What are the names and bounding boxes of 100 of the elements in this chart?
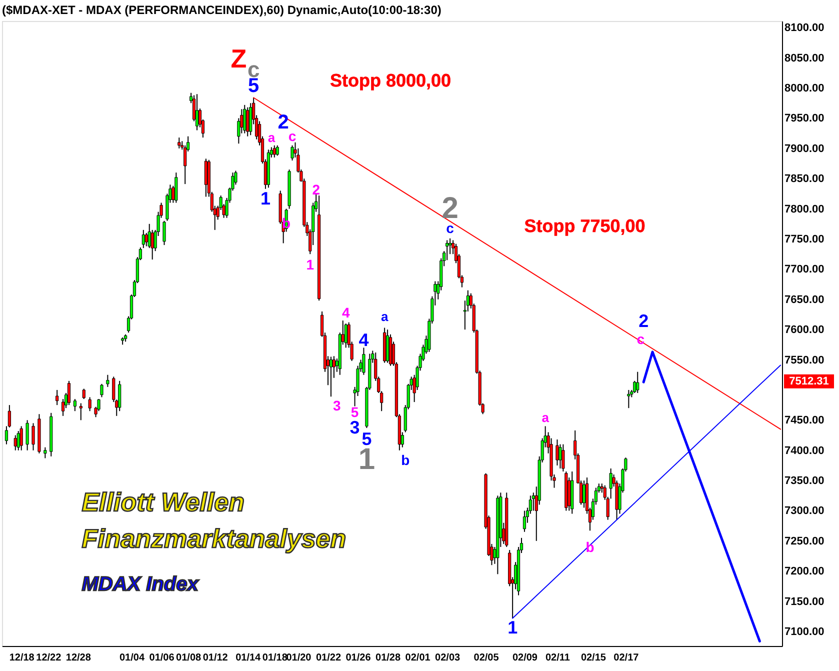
y-tick-label: 7650.00 — [784, 294, 824, 306]
annotation: Z — [230, 43, 247, 74]
candlestick — [82, 388, 86, 400]
x-tick-label: 12/18 — [9, 652, 35, 664]
y-tick-label: 7550.00 — [784, 354, 824, 366]
candlestick — [243, 104, 246, 134]
y-tick-label: 8050.00 — [784, 52, 824, 64]
x-tick-label: 01/20 — [286, 652, 312, 664]
candlestick — [558, 444, 562, 469]
annotation: 3 — [333, 397, 342, 414]
annotation: 2 — [278, 112, 289, 134]
candlestick — [609, 468, 612, 500]
candlestick — [290, 144, 294, 161]
y-tick-label: 7750.00 — [784, 233, 824, 246]
candlestick — [532, 492, 535, 512]
annotation: Stopp 8000,00 — [330, 70, 452, 90]
candlestick — [73, 398, 76, 412]
y-tick-label: 7900.00 — [784, 142, 824, 155]
y-tick-label: 7600.00 — [784, 324, 824, 336]
y-tick-label: 8000.00 — [784, 82, 824, 95]
candlestick — [556, 438, 559, 466]
annotation: b — [401, 452, 410, 468]
x-tick-label: 01/08 — [176, 652, 202, 664]
candlestick — [332, 356, 336, 378]
y-tick-label: 7950.00 — [784, 112, 824, 125]
annotation: c — [288, 128, 296, 144]
y-tick-label: 7450.00 — [784, 414, 824, 427]
text: 7512.31 — [789, 375, 829, 388]
y-tick-label: 7700.00 — [784, 264, 824, 276]
y-tick-label: 7350.00 — [784, 475, 824, 488]
annotation: Elliott Wellen — [82, 487, 244, 518]
candlestick — [32, 422, 35, 451]
x-tick-label: 01/28 — [376, 652, 401, 664]
candlestick — [362, 347, 366, 376]
annotation: Stopp 7750,00 — [524, 216, 646, 236]
candlestick — [276, 144, 279, 156]
x-tick-label: 02/17 — [614, 652, 640, 664]
candlestick — [26, 420, 29, 451]
x-tick-label: 01/18 — [262, 652, 288, 664]
x-tick-label: 02/05 — [474, 652, 500, 664]
y-tick-label: 7250.00 — [784, 535, 824, 548]
candlestick — [79, 402, 82, 421]
annotation: 4 — [342, 304, 350, 320]
candlestick — [56, 389, 59, 406]
annotation: Finanzmarktanalysen — [82, 524, 346, 554]
candlestick — [162, 220, 166, 246]
candlestick — [446, 240, 449, 261]
annotation: 1 — [306, 256, 314, 272]
x-tick-label: 02/09 — [512, 652, 538, 664]
x-tick-label: 12/28 — [66, 652, 92, 664]
y-tick-label: 8100.00 — [784, 22, 824, 34]
x-tick-label: 01/12 — [202, 652, 228, 664]
candlestick — [246, 106, 250, 137]
x-tick-label: 01/14 — [236, 652, 262, 664]
candlestick — [88, 396, 92, 412]
candlestick — [142, 229, 145, 249]
candlestick — [562, 444, 565, 472]
annotation: 2 — [638, 310, 649, 331]
y-tick-label: 7300.00 — [784, 505, 824, 518]
annotation: 5 — [362, 428, 372, 449]
annotation: a — [542, 410, 550, 425]
annotation: 4 — [358, 330, 369, 350]
candlestick — [44, 446, 47, 459]
candlestick — [100, 383, 104, 398]
candlestick — [272, 144, 276, 158]
x-tick-label: 01/04 — [119, 652, 145, 664]
candlestick — [178, 137, 181, 149]
annotation: MDAX Index — [82, 574, 200, 596]
y-tick-label: 7800.00 — [784, 203, 824, 216]
y-tick-label: 7850.00 — [784, 173, 824, 186]
candlestick — [174, 172, 178, 204]
x-tick-label: 02/03 — [435, 652, 461, 664]
x-tick-label: 01/26 — [346, 652, 372, 664]
x-tick-label: 01/22 — [316, 652, 342, 664]
annotation: 1 — [260, 188, 270, 208]
annotation: b — [282, 215, 291, 232]
annotation: a — [380, 309, 389, 324]
candlestick — [20, 426, 23, 451]
candlestick — [636, 371, 640, 394]
x-tick-label: 02/15 — [580, 652, 606, 664]
x-tick-label: 01/06 — [149, 652, 175, 664]
chart-title: ($MDAX-XET - MDAX (PERFORMANCEINDEX),60) Dynamic,Auto(10:00-18:30) — [2, 3, 442, 17]
x-tick-label: 02/01 — [405, 652, 431, 664]
candlestick — [522, 510, 526, 532]
candlestick — [344, 323, 348, 348]
candlestick — [582, 480, 586, 508]
y-tick-label: 7150.00 — [784, 596, 824, 608]
candlestick — [627, 389, 630, 409]
y-tick-label: 7400.00 — [784, 444, 824, 457]
candlestick — [67, 380, 71, 406]
candlestick — [448, 238, 452, 255]
annotation: a — [268, 130, 276, 145]
annotation: 1 — [508, 618, 518, 638]
candlestick — [204, 158, 208, 198]
y-tick-label: 7100.00 — [784, 626, 824, 638]
x-tick-label: 12/22 — [36, 652, 62, 664]
candlestick — [106, 374, 110, 388]
candlestick — [118, 380, 122, 412]
candlestick — [195, 94, 199, 131]
candlestick — [329, 356, 333, 398]
